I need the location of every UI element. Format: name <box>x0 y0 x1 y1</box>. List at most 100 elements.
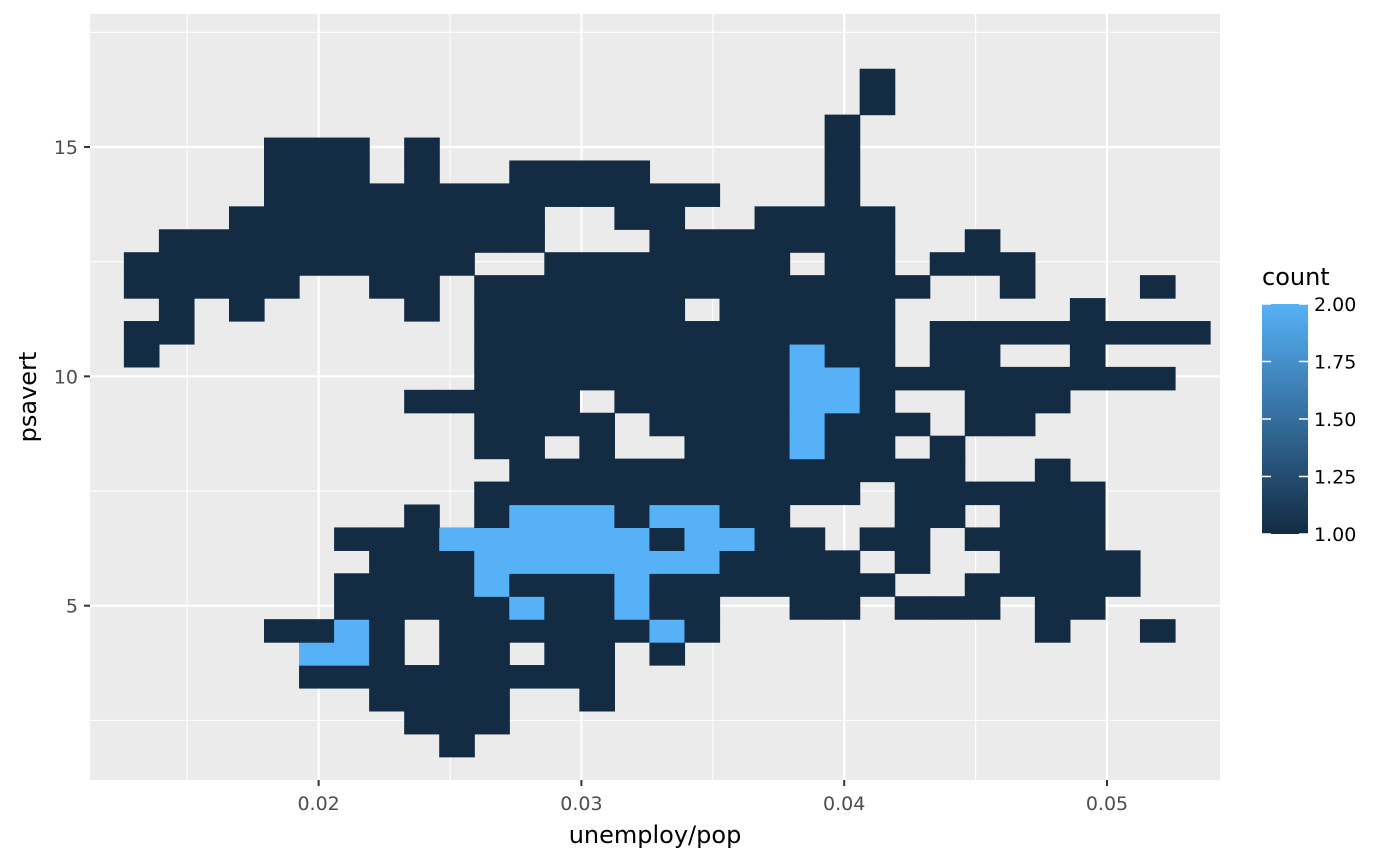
heatmap-tile-count-1 <box>404 550 440 574</box>
heatmap-tile-count-1 <box>334 229 370 253</box>
heatmap-tile-count-1 <box>474 366 510 391</box>
heatmap-tile-count-1 <box>158 321 195 345</box>
heatmap-tile-count-1 <box>509 160 545 185</box>
heatmap-tile-count-1 <box>929 504 966 529</box>
x-tick-label: 0.03 <box>560 793 602 815</box>
heatmap-tile-count-1 <box>228 252 265 276</box>
heatmap-tile-count-1 <box>579 252 615 276</box>
heatmap-tile-count-1 <box>474 412 510 437</box>
heatmap-tile-count-1 <box>404 183 440 207</box>
heatmap-tile-count-1 <box>614 343 651 368</box>
heatmap-tile-count-1 <box>999 527 1036 551</box>
heatmap-tile-count-1 <box>824 183 861 207</box>
heatmap-tile-count-2 <box>614 573 651 597</box>
heatmap-tile-count-1 <box>649 573 686 597</box>
heatmap-tile-count-1 <box>579 458 615 483</box>
heatmap-tile-count-1 <box>614 366 651 391</box>
heatmap-tile-count-1 <box>404 687 440 712</box>
heatmap-tile-count-2 <box>544 504 580 529</box>
heatmap-tile-count-1 <box>579 573 615 597</box>
heatmap-tile-count-2 <box>334 619 370 643</box>
heatmap-tile-count-1 <box>228 298 265 322</box>
heatmap-tile-count-1 <box>123 252 160 276</box>
heatmap-tile-count-1 <box>684 412 721 437</box>
heatmap-tile-count-1 <box>894 275 931 299</box>
heatmap-tile-count-1 <box>404 275 440 299</box>
heatmap-tile-count-1 <box>824 252 861 276</box>
heatmap-tile-count-1 <box>158 229 195 253</box>
heatmap-tile-count-1 <box>1069 573 1106 597</box>
heatmap-tile-count-1 <box>684 252 721 276</box>
heatmap-tile-count-1 <box>369 596 405 620</box>
heatmap-tile-count-1 <box>1034 550 1071 574</box>
heatmap-tile-count-1 <box>859 91 896 116</box>
heatmap-tile-count-1 <box>894 481 931 506</box>
heatmap-tile-count-1 <box>509 229 545 253</box>
heatmap-tile-count-1 <box>474 389 510 414</box>
heatmap-tile-count-1 <box>684 366 721 391</box>
legend-label: 1.75 <box>1314 352 1356 374</box>
heatmap-tile-count-1 <box>789 458 826 483</box>
heatmap-tile-count-1 <box>1139 321 1176 345</box>
heatmap-tile-count-1 <box>439 733 475 758</box>
heatmap-tile-count-1 <box>859 229 896 253</box>
heatmap-tile-count-1 <box>439 642 475 666</box>
legend-label: 2.00 <box>1314 294 1356 316</box>
heatmap-tile-count-1 <box>754 527 791 551</box>
heatmap-tile-count-1 <box>824 321 861 345</box>
heatmap-tile-count-1 <box>999 550 1036 574</box>
x-axis: 0.02 0.03 0.04 0.05 <box>297 780 1128 815</box>
heatmap-tile-count-1 <box>544 642 580 666</box>
heatmap-tile-count-1 <box>824 481 861 506</box>
heatmap-tile-count-1 <box>334 137 370 162</box>
heatmap-tile-count-1 <box>999 252 1036 276</box>
heatmap-tile-count-1 <box>754 412 791 437</box>
heatmap-tile-count-1 <box>824 114 861 139</box>
heatmap-tile-count-1 <box>404 298 440 322</box>
heatmap-tile-count-1 <box>789 527 826 551</box>
heatmap-tile-count-1 <box>439 665 475 689</box>
heatmap-tile-count-1 <box>299 183 335 207</box>
heatmap-tile-count-1 <box>964 229 1001 253</box>
heatmap-tile-count-2 <box>509 596 545 620</box>
heatmap-tile-count-2 <box>649 619 686 643</box>
heatmap-tile-count-1 <box>859 389 896 414</box>
heatmap-tile-count-1 <box>894 412 931 437</box>
heatmap-tile-count-1 <box>509 321 545 345</box>
heatmap-tile-count-1 <box>509 298 545 322</box>
heatmap-tile-count-1 <box>1034 527 1071 551</box>
heatmap-tile-count-1 <box>649 458 686 483</box>
heatmap-tile-count-1 <box>404 229 440 253</box>
heatmap-tile-count-1 <box>369 275 405 299</box>
heatmap-tile-count-1 <box>929 366 966 391</box>
heatmap-tile-count-1 <box>824 596 861 620</box>
heatmap-tile-count-1 <box>369 642 405 666</box>
heatmap-tile-count-1 <box>299 137 335 162</box>
heatmap-tile-count-2 <box>474 550 510 574</box>
heatmap-tile-count-2 <box>789 435 826 460</box>
heatmap-tile-count-1 <box>614 298 651 322</box>
heatmap-tile-count-1 <box>404 573 440 597</box>
heatmap-tile-count-1 <box>264 619 300 643</box>
heatmap-tile-count-1 <box>1034 504 1071 529</box>
heatmap-tile-count-1 <box>1034 596 1071 620</box>
heatmap-tile-count-1 <box>789 596 826 620</box>
heatmap-tile-count-1 <box>754 550 791 574</box>
heatmap-tile-count-1 <box>1069 527 1106 551</box>
heatmap-tile-count-1 <box>1069 321 1106 345</box>
heatmap-tile-count-1 <box>439 596 475 620</box>
heatmap-tile-count-2 <box>824 389 861 414</box>
heatmap-tile-count-1 <box>439 710 475 735</box>
heatmap-tile-count-1 <box>789 481 826 506</box>
heatmap-tile-count-1 <box>754 458 791 483</box>
heatmap-tile-count-1 <box>299 229 335 253</box>
heatmap-tile-count-1 <box>123 321 160 345</box>
heatmap-tile-count-1 <box>824 160 861 185</box>
heatmap-tile-count-1 <box>579 275 615 299</box>
heatmap-tile-count-2 <box>474 527 510 551</box>
heatmap-tile-count-1 <box>789 550 826 574</box>
heatmap-tile-count-1 <box>509 389 545 414</box>
heatmap-tile-count-1 <box>999 321 1036 345</box>
heatmap-tile-count-1 <box>719 366 756 391</box>
heatmap-tile-count-1 <box>719 458 756 483</box>
